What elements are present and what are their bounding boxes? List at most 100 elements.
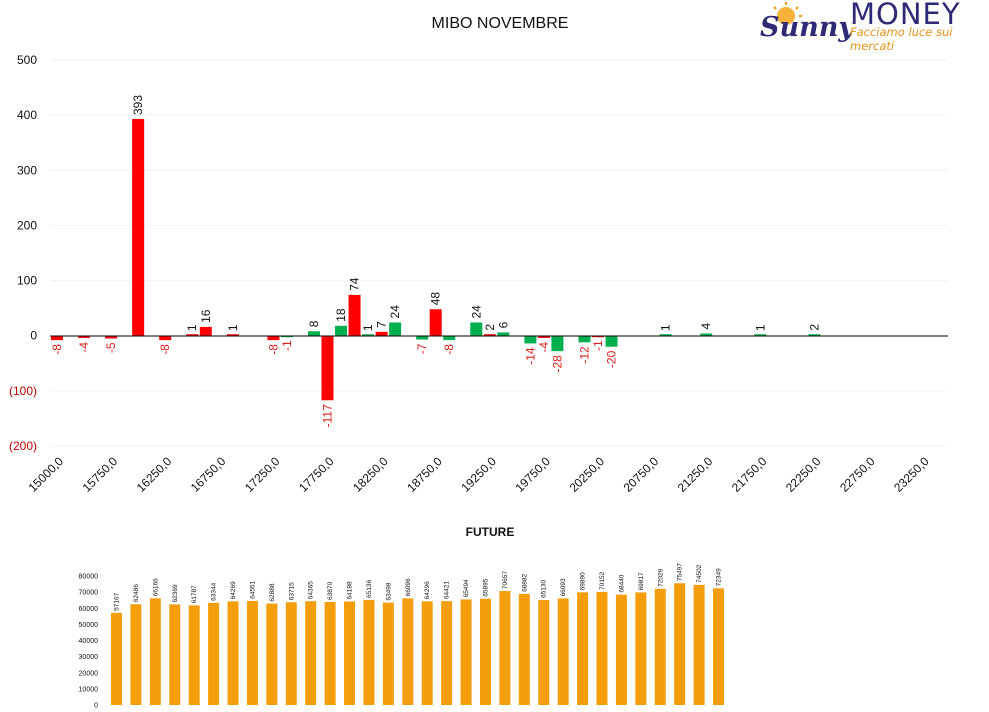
- data-label: 4: [699, 323, 713, 330]
- x-tick-label: 19250,0: [458, 454, 499, 495]
- future-data-labels: 57167 62486 66166 62369 61787 63344 64269 64551…: [114, 563, 723, 611]
- bar: [659, 334, 672, 336]
- future-y-axis-ticks: 80000 70000 60000 50000 40000 30000 20000 10000…: [79, 574, 99, 710]
- data-label: -8: [442, 344, 456, 355]
- bar: [335, 325, 348, 336]
- data-label: -28: [550, 355, 564, 373]
- future-data-label: 62486: [133, 584, 140, 602]
- future-bar: [674, 583, 686, 705]
- data-label: -5: [104, 342, 118, 353]
- bar: [105, 335, 118, 339]
- future-bar: [305, 601, 317, 705]
- data-label: 48: [429, 292, 443, 306]
- bar: [186, 334, 199, 336]
- future-bar: [421, 601, 433, 705]
- future-bar: [479, 598, 491, 705]
- y-tick-label: (100): [9, 384, 37, 398]
- future-bar: [130, 604, 142, 705]
- x-tick-label: 18250,0: [350, 454, 391, 495]
- bar: [483, 334, 496, 336]
- sunny-money-logo: Sunny MONEY Facciamo luce sui mercati: [758, 0, 983, 53]
- future-data-label: 65895: [482, 578, 489, 596]
- y-tick-label: 500: [17, 53, 37, 67]
- future-bar: [111, 612, 122, 705]
- future-data-label: 63870: [327, 582, 334, 600]
- data-label: 6: [496, 321, 510, 328]
- future-data-label: 72029: [657, 568, 664, 586]
- y-tick-label: 300: [17, 163, 37, 177]
- future-bar: [149, 598, 161, 705]
- bar: [389, 322, 402, 336]
- future-bar: [518, 593, 530, 705]
- future-bar: [402, 598, 414, 705]
- future-data-label: 64365: [308, 581, 315, 599]
- data-label: 1: [226, 324, 240, 331]
- future-data-label: 70657: [502, 571, 509, 589]
- data-label: 74: [348, 277, 362, 291]
- data-label: -1: [280, 340, 294, 351]
- y-tick-label: 30000: [79, 654, 99, 661]
- future-data-label: 61787: [191, 585, 198, 603]
- x-tick-label: 18750,0: [404, 454, 445, 495]
- x-tick-label: 22750,0: [837, 454, 878, 495]
- x-tick-label: 20250,0: [567, 454, 608, 495]
- y-tick-label: (200): [9, 439, 37, 453]
- y-tick-label: 200: [17, 218, 37, 232]
- chart-title: MIBO NOVEMBRE: [432, 15, 569, 32]
- future-data-label: 66093: [560, 578, 567, 596]
- bar: [348, 294, 361, 336]
- y-tick-label: 60000: [79, 606, 99, 613]
- future-data-label: 63344: [211, 582, 218, 600]
- x-tick-label: 17250,0: [242, 454, 283, 495]
- bar: [267, 335, 280, 341]
- data-label: 24: [388, 305, 402, 319]
- bar: [416, 335, 429, 340]
- future-bar: [460, 599, 472, 705]
- future-bar: [208, 602, 220, 705]
- bar: [700, 333, 713, 336]
- x-tick-label: 21250,0: [675, 454, 716, 495]
- future-data-label: 64421: [444, 581, 451, 599]
- x-tick-label: 15750,0: [80, 454, 121, 495]
- x-tick-label: 16750,0: [188, 454, 229, 495]
- logo-tagline: Facciamo luce sui mercati: [850, 25, 953, 53]
- future-data-label: 64296: [424, 581, 431, 599]
- data-label: -4: [537, 342, 551, 353]
- bar: [307, 331, 320, 336]
- bar: [362, 334, 375, 336]
- future-data-label: 74502: [696, 564, 703, 582]
- bar: [537, 335, 550, 338]
- data-label: 2: [807, 324, 821, 331]
- data-label: -4: [77, 342, 91, 353]
- y-tick-label: 40000: [79, 638, 99, 645]
- future-data-label: 57167: [114, 592, 121, 610]
- future-bar: [596, 591, 608, 705]
- bar: [78, 335, 91, 338]
- future-bar: [227, 601, 239, 705]
- gridlines: [50, 59, 948, 447]
- future-bar: [693, 584, 705, 705]
- future-bar: [382, 602, 394, 705]
- future-data-label: 62369: [172, 584, 179, 602]
- future-bar: [499, 591, 511, 705]
- future-data-label: 65136: [366, 580, 373, 598]
- x-tick-label: 22250,0: [783, 454, 824, 495]
- future-bar: [615, 594, 627, 705]
- data-label: 393: [131, 95, 145, 115]
- bar: [551, 335, 564, 352]
- bar: [808, 334, 821, 336]
- data-label: 1: [659, 324, 673, 331]
- future-bar: [441, 601, 453, 705]
- future-bar: [285, 602, 297, 705]
- x-tick-label: 20750,0: [621, 454, 662, 495]
- future-bar: [344, 601, 356, 705]
- data-label: 1: [361, 324, 375, 331]
- y-tick-label: 100: [17, 274, 37, 288]
- data-label: 16: [199, 309, 213, 323]
- future-data-label: 70152: [599, 571, 606, 589]
- y-tick-label: 10000: [79, 686, 99, 693]
- bar: [321, 335, 334, 401]
- x-tick-label: 23250,0: [891, 454, 932, 495]
- y-tick-label: 0: [94, 703, 98, 710]
- future-bar: [654, 588, 666, 705]
